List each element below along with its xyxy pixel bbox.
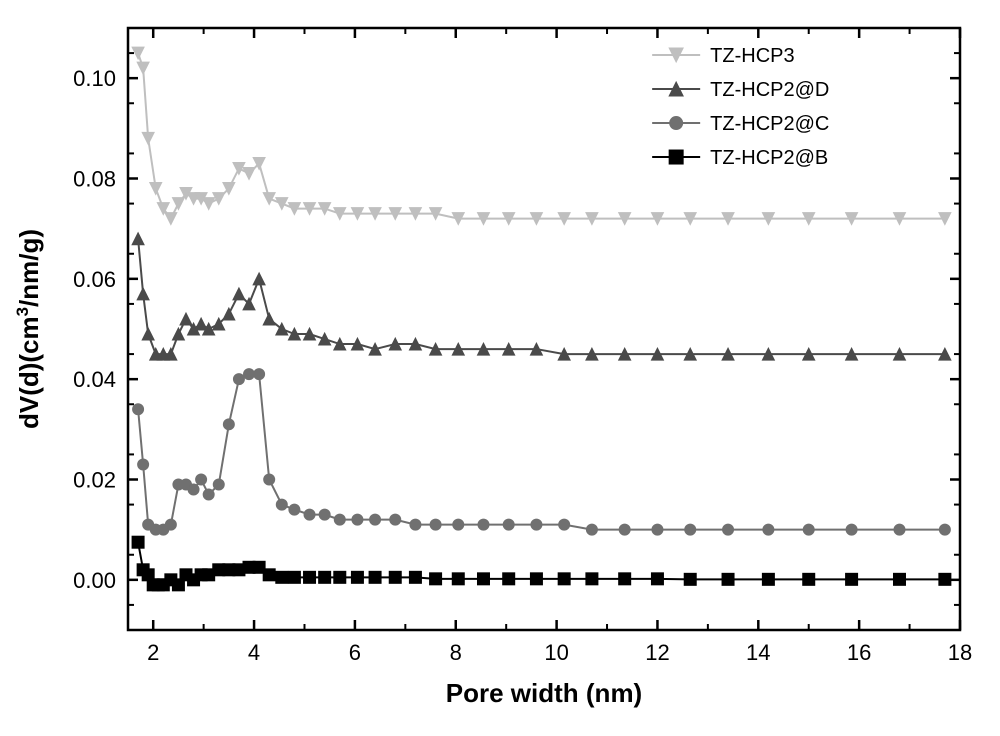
marker-square bbox=[586, 573, 598, 585]
marker-circle bbox=[276, 499, 287, 510]
x-tick-label: 18 bbox=[948, 640, 972, 665]
marker-circle bbox=[370, 514, 381, 525]
marker-square bbox=[939, 573, 951, 585]
marker-square bbox=[762, 573, 774, 585]
marker-circle bbox=[390, 514, 401, 525]
x-tick-label: 6 bbox=[349, 640, 361, 665]
marker-circle bbox=[304, 509, 315, 520]
marker-circle bbox=[846, 524, 857, 535]
marker-square bbox=[369, 571, 381, 583]
marker-circle bbox=[939, 524, 950, 535]
y-axis-label: dV(d)(cm3/nm/g) bbox=[13, 229, 44, 429]
legend-label: TZ-HCP2@C bbox=[710, 113, 829, 135]
marker-circle bbox=[334, 514, 345, 525]
marker-circle bbox=[430, 519, 441, 530]
marker-square bbox=[430, 573, 442, 585]
marker-circle bbox=[503, 519, 514, 530]
marker-circle bbox=[352, 514, 363, 525]
marker-circle bbox=[763, 524, 774, 535]
marker-square bbox=[132, 536, 144, 548]
marker-square bbox=[722, 573, 734, 585]
marker-circle bbox=[264, 474, 275, 485]
x-tick-label: 12 bbox=[645, 640, 669, 665]
marker-circle bbox=[233, 374, 244, 385]
y-tick-label: 0.02 bbox=[73, 468, 116, 493]
chart-svg: 2 4 6 8 10 12 14 16 18 0.00 0.02 0.04 0.06 0.08 0.10 Po… bbox=[0, 0, 1000, 736]
marker-circle bbox=[559, 519, 570, 530]
marker-circle bbox=[254, 369, 265, 380]
marker-circle bbox=[803, 524, 814, 535]
x-tick-label: 10 bbox=[544, 640, 568, 665]
marker-circle bbox=[478, 519, 489, 530]
chart-container: 2 4 6 8 10 12 14 16 18 0.00 0.02 0.04 0.06 0.08 0.10 Po… bbox=[0, 0, 1000, 736]
legend-label: TZ-HCP2@B bbox=[710, 147, 828, 169]
marker-circle bbox=[213, 479, 224, 490]
marker-square bbox=[452, 573, 464, 585]
marker-square bbox=[684, 573, 696, 585]
marker-square bbox=[288, 571, 300, 583]
marker-square bbox=[351, 571, 363, 583]
marker-square bbox=[477, 573, 489, 585]
x-axis-label: Pore width (nm) bbox=[446, 678, 642, 708]
x-tick-label: 14 bbox=[746, 640, 770, 665]
x-tick-label: 8 bbox=[450, 640, 462, 665]
marker-square bbox=[619, 573, 631, 585]
marker-square bbox=[389, 571, 401, 583]
marker-square bbox=[651, 573, 663, 585]
marker-circle bbox=[133, 404, 144, 415]
y-tick-label: 0.04 bbox=[73, 367, 116, 392]
marker-circle bbox=[894, 524, 905, 535]
marker-square bbox=[669, 150, 683, 164]
marker-square bbox=[558, 573, 570, 585]
y-tick-label: 0.06 bbox=[73, 267, 116, 292]
marker-circle bbox=[453, 519, 464, 530]
marker-circle bbox=[289, 504, 300, 515]
chart-background bbox=[0, 0, 1000, 736]
marker-circle bbox=[685, 524, 696, 535]
marker-circle bbox=[196, 474, 207, 485]
marker-circle bbox=[223, 419, 234, 430]
marker-square bbox=[893, 573, 905, 585]
marker-circle bbox=[319, 509, 330, 520]
x-tick-label: 4 bbox=[248, 640, 260, 665]
marker-circle bbox=[531, 519, 542, 530]
marker-circle bbox=[619, 524, 630, 535]
marker-square bbox=[530, 573, 542, 585]
marker-square bbox=[304, 571, 316, 583]
x-tick-label: 16 bbox=[847, 640, 871, 665]
marker-square bbox=[846, 573, 858, 585]
marker-square bbox=[319, 571, 331, 583]
x-tick-label: 2 bbox=[147, 640, 159, 665]
marker-square bbox=[276, 571, 288, 583]
marker-circle bbox=[586, 524, 597, 535]
marker-circle bbox=[244, 369, 255, 380]
marker-circle bbox=[652, 524, 663, 535]
marker-circle bbox=[670, 117, 683, 130]
y-tick-label: 0.10 bbox=[73, 66, 116, 91]
marker-circle bbox=[165, 519, 176, 530]
marker-square bbox=[503, 573, 515, 585]
y-tick-label: 0.08 bbox=[73, 167, 116, 192]
legend-label: TZ-HCP2@D bbox=[710, 79, 829, 101]
marker-circle bbox=[723, 524, 734, 535]
legend-label: TZ-HCP3 bbox=[710, 45, 794, 67]
marker-square bbox=[409, 571, 421, 583]
marker-square bbox=[263, 569, 275, 581]
marker-circle bbox=[203, 489, 214, 500]
marker-circle bbox=[410, 519, 421, 530]
marker-square bbox=[334, 571, 346, 583]
y-tick-label: 0.00 bbox=[73, 568, 116, 593]
marker-square bbox=[803, 573, 815, 585]
marker-circle bbox=[188, 484, 199, 495]
marker-circle bbox=[138, 459, 149, 470]
